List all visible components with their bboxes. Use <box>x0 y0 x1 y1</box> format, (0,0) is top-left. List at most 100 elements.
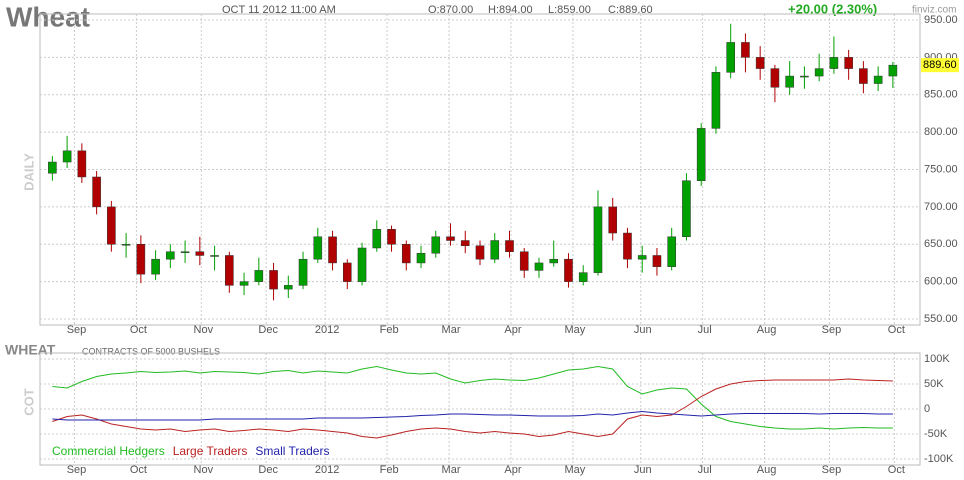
candle-body <box>534 262 544 271</box>
x-tick-label: Dec <box>258 324 278 336</box>
candle-body <box>357 247 367 282</box>
high: H:894.00 <box>488 4 533 16</box>
candle-body <box>446 236 455 241</box>
y-tick-label: 950.00 <box>924 14 958 26</box>
y-tick-label: 800.00 <box>924 126 958 138</box>
open: O:870.00 <box>428 4 473 16</box>
candle-body <box>372 229 382 249</box>
candle-body <box>873 75 883 84</box>
x-tick-label: 2012 <box>315 324 339 336</box>
candle-body <box>313 236 323 260</box>
x-tick-label: Aug <box>757 464 777 476</box>
candle-body <box>755 57 765 69</box>
series-line <box>52 378 893 439</box>
last-price-label: 889.60 <box>923 59 957 71</box>
series-line <box>52 365 893 430</box>
x-tick-label: Sep <box>822 324 842 336</box>
candle-body <box>269 270 278 290</box>
candle-body <box>401 244 411 264</box>
y-tick-label: 100K <box>924 353 950 365</box>
x-tick-label: Sep <box>67 324 87 336</box>
legend-entry: Large Traders <box>173 444 248 458</box>
candle-body <box>490 240 500 260</box>
y-tick-label: 0 <box>924 403 930 415</box>
x-tick-label: Oct <box>888 464 905 476</box>
candle-body <box>844 57 853 69</box>
candle-body <box>578 272 588 282</box>
candle-body <box>859 68 868 84</box>
x-tick-label: 2012 <box>315 464 339 476</box>
candle-body <box>519 251 529 271</box>
candle-body <box>387 229 396 245</box>
change: +20.00 (2.30%) <box>788 1 877 16</box>
x-tick-label: Jul <box>698 324 712 336</box>
candle-body <box>800 75 809 78</box>
candle-body <box>623 232 632 260</box>
candle-body <box>770 68 780 88</box>
candle-body <box>564 258 573 282</box>
low: L:859.00 <box>548 4 591 16</box>
x-tick-label: Apr <box>504 324 521 336</box>
x-tick-label: Aug <box>757 324 777 336</box>
brand: finviz.com <box>912 5 956 16</box>
title: Wheat <box>6 1 90 32</box>
x-tick-label: Dec <box>258 464 278 476</box>
candle-body <box>166 251 175 260</box>
candle-body <box>549 258 559 264</box>
candle-body <box>888 64 898 77</box>
candle-body <box>342 262 352 282</box>
candle-body <box>711 72 721 129</box>
x-tick-label: Mar <box>442 464 461 476</box>
candle-body <box>62 150 72 163</box>
candle-body <box>475 245 485 260</box>
legend-entry: Commercial Hedgers <box>52 444 165 458</box>
y-tick-label: 550.00 <box>924 313 958 325</box>
candle-body <box>107 206 116 245</box>
axis-label: DAILY <box>21 153 36 191</box>
candle-body <box>254 270 264 282</box>
candle-body <box>593 206 603 273</box>
candle-body <box>829 57 839 69</box>
candle-body <box>741 42 750 58</box>
x-tick-label: Sep <box>67 464 87 476</box>
y-tick-label: 850.00 <box>924 89 958 101</box>
x-tick-label: Jun <box>634 464 652 476</box>
x-tick-label: Apr <box>504 464 521 476</box>
candle-body <box>225 255 234 286</box>
legend-entry: Small Traders <box>255 444 329 458</box>
candle-body <box>121 244 131 246</box>
last-price-badge <box>921 58 959 73</box>
x-tick-label: May <box>565 464 586 476</box>
candle-body <box>239 281 249 286</box>
x-tick-label: Feb <box>380 464 399 476</box>
candle-body <box>195 251 205 256</box>
candle-body <box>328 236 337 264</box>
cot-axis-label: COT <box>21 388 36 416</box>
candle-body <box>416 252 426 264</box>
candle-body <box>726 42 735 73</box>
x-tick-label: Oct <box>888 324 905 336</box>
candle-body <box>667 236 677 267</box>
candle-body <box>180 251 190 253</box>
y-tick-label: 650.00 <box>924 238 958 250</box>
x-tick-label: Oct <box>130 464 147 476</box>
cot-title: WHEAT <box>5 342 56 358</box>
candle-body <box>77 150 87 178</box>
close: C:889.60 <box>608 4 653 16</box>
candle-body <box>785 75 794 88</box>
candle-body <box>284 285 293 290</box>
candle-body <box>210 255 219 257</box>
x-tick-label: May <box>565 324 586 336</box>
candle-body <box>652 255 662 267</box>
candle-body <box>460 240 470 246</box>
x-tick-label: Nov <box>194 464 214 476</box>
x-tick-label: Feb <box>380 324 399 336</box>
y-tick-label: 700.00 <box>924 201 958 213</box>
datetime: OCT 11 2012 11:00 AM <box>222 4 336 16</box>
x-tick-label: Oct <box>130 324 147 336</box>
x-tick-label: Sep <box>822 464 842 476</box>
y-tick-label: -50K <box>924 428 948 440</box>
series-line <box>52 410 893 421</box>
candle-body <box>431 236 441 254</box>
